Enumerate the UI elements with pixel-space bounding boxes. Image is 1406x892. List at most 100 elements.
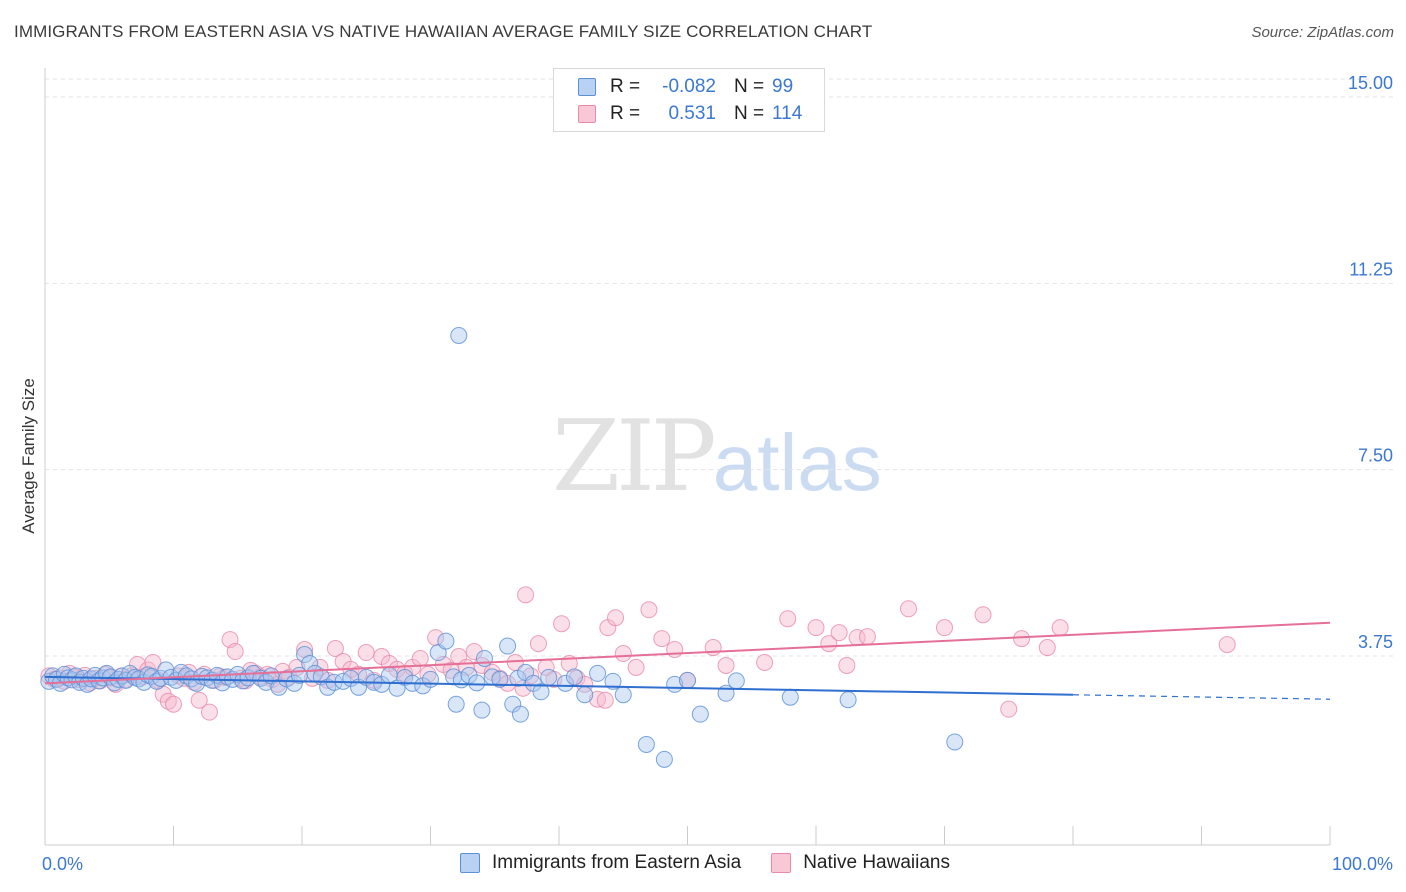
point-native-hawaiians (553, 615, 571, 633)
legend-label-native-hawaiians: Native Hawaiians (803, 852, 950, 873)
point-immigrants-eastern-asia (499, 637, 517, 655)
legend-item-immigrants[interactable]: Immigrants from Eastern Asia (460, 852, 741, 874)
legend-label-immigrants: Immigrants from Eastern Asia (492, 852, 742, 873)
point-immigrants-eastern-asia (422, 670, 439, 688)
point-native-hawaiians (529, 635, 547, 653)
point-native-hawaiians (465, 643, 483, 661)
point-immigrants-eastern-asia (565, 668, 583, 686)
point-immigrants-eastern-asia (540, 668, 558, 686)
series-legend: Immigrants from Eastern Asia Native Hawa… (460, 852, 980, 874)
point-immigrants-eastern-asia (511, 705, 529, 723)
trend-line-immigrants (44, 675, 1074, 696)
point-immigrants-eastern-asia (727, 672, 745, 690)
point-native-hawaiians (858, 628, 876, 646)
y-tick-label: 11.25 (1349, 259, 1393, 279)
point-immigrants-eastern-asia (532, 683, 550, 701)
y-tick-label: 7.50 (1358, 446, 1393, 466)
axes (44, 68, 1331, 846)
series-immigrants-eastern-asia (40, 327, 964, 768)
legend-row-blue: R = -0.082 N = 99 (578, 74, 793, 100)
point-native-hawaiians (159, 692, 177, 710)
point-native-hawaiians (1051, 619, 1069, 637)
point-immigrants-eastern-asia (468, 674, 486, 692)
point-immigrants-eastern-asia (637, 735, 655, 753)
point-immigrants-eastern-asia (576, 686, 594, 704)
point-immigrants-eastern-asia (556, 674, 574, 692)
point-native-hawaiians (627, 658, 645, 676)
point-native-hawaiians (936, 619, 953, 637)
point-native-hawaiians (596, 691, 614, 709)
point-native-hawaiians (830, 624, 848, 642)
watermark-atlas: atlas (712, 418, 882, 507)
point-immigrants-eastern-asia (475, 649, 493, 667)
point-native-hawaiians (779, 610, 797, 628)
legend-r-value-blue: -0.082 (662, 76, 716, 97)
watermark: ZIPatlas (552, 400, 882, 514)
point-native-hawaiians (974, 606, 992, 624)
legend-r-value-pink: 0.531 (668, 103, 716, 124)
point-native-hawaiians (190, 691, 208, 709)
point-native-hawaiians (756, 653, 774, 671)
point-native-hawaiians (666, 641, 684, 659)
point-immigrants-eastern-asia (781, 688, 799, 706)
point-immigrants-eastern-asia (614, 686, 632, 704)
legend-row-pink: R = 0.531 N = 114 (578, 101, 802, 127)
legend-n-label-blue: N = (734, 76, 765, 97)
point-native-hawaiians (357, 644, 375, 662)
legend-r-label-pink: R = (610, 103, 641, 124)
point-native-hawaiians (807, 619, 825, 637)
legend-item-native-hawaiians[interactable]: Native Hawaiians (771, 852, 950, 874)
legend-swatch-pink (578, 105, 596, 123)
point-native-hawaiians (326, 640, 344, 658)
y-axis-label: Average Family Size (19, 378, 38, 534)
point-native-hawaiians (900, 600, 918, 618)
chart-title: IMMIGRANTS FROM EASTERN ASIA VS NATIVE H… (14, 22, 873, 41)
point-native-hawaiians (614, 645, 632, 663)
x-tick-label-left: 0.0% (42, 854, 83, 874)
point-immigrants-eastern-asia (679, 671, 696, 689)
point-native-hawaiians (411, 649, 429, 667)
point-native-hawaiians (607, 609, 625, 627)
point-immigrants-eastern-asia (296, 646, 314, 664)
point-immigrants-eastern-asia (604, 672, 622, 690)
point-immigrants-eastern-asia (946, 733, 964, 751)
series-native-hawaiians (40, 586, 1236, 721)
point-native-hawaiians (640, 601, 658, 619)
y-tick-label: 3.75 (1358, 632, 1393, 652)
trend-line-immigrants-extrapolated (1072, 694, 1331, 700)
point-native-hawaiians (165, 695, 182, 713)
point-native-hawaiians (717, 656, 735, 674)
point-native-hawaiians (200, 703, 218, 721)
point-native-hawaiians (473, 656, 491, 674)
stats-legend: R = -0.082 N = 99 R = 0.531 N = 114 (553, 68, 825, 132)
legend-r-label-blue: R = (610, 76, 641, 97)
point-native-hawaiians (499, 674, 517, 692)
point-immigrants-eastern-asia (473, 701, 491, 719)
point-immigrants-eastern-asia (447, 695, 465, 713)
grid-lines (45, 78, 1394, 657)
point-immigrants-eastern-asia (691, 705, 709, 723)
legend-swatch-blue (578, 78, 596, 96)
trend-line-native-hawaiians (44, 621, 1331, 685)
legend-swatch-native-hawaiians (771, 853, 792, 873)
trend-lines (44, 621, 1331, 700)
point-immigrants-eastern-asia (450, 327, 468, 345)
point-native-hawaiians (226, 643, 244, 661)
point-native-hawaiians (517, 586, 535, 604)
point-native-hawaiians (1038, 639, 1056, 657)
source-label: Source: ZipAtlas.com (1251, 24, 1394, 41)
tick-labels: 3.75 7.50 11.25 15.00 0.0% 100.0% (42, 73, 1393, 874)
legend-swatch-immigrants (460, 853, 480, 873)
x-tick-label-right: 100.0% (1332, 854, 1393, 874)
point-immigrants-eastern-asia (655, 750, 673, 768)
legend-n-value-blue: 99 (772, 76, 794, 97)
point-native-hawaiians (1218, 636, 1236, 654)
point-immigrants-eastern-asia (437, 632, 455, 650)
point-native-hawaiians (653, 630, 671, 648)
point-native-hawaiians (427, 629, 445, 647)
point-immigrants-eastern-asia (589, 664, 607, 682)
y-tick-label: 15.00 (1348, 73, 1393, 93)
point-immigrants-eastern-asia (491, 670, 509, 688)
point-native-hawaiians (1013, 630, 1031, 648)
